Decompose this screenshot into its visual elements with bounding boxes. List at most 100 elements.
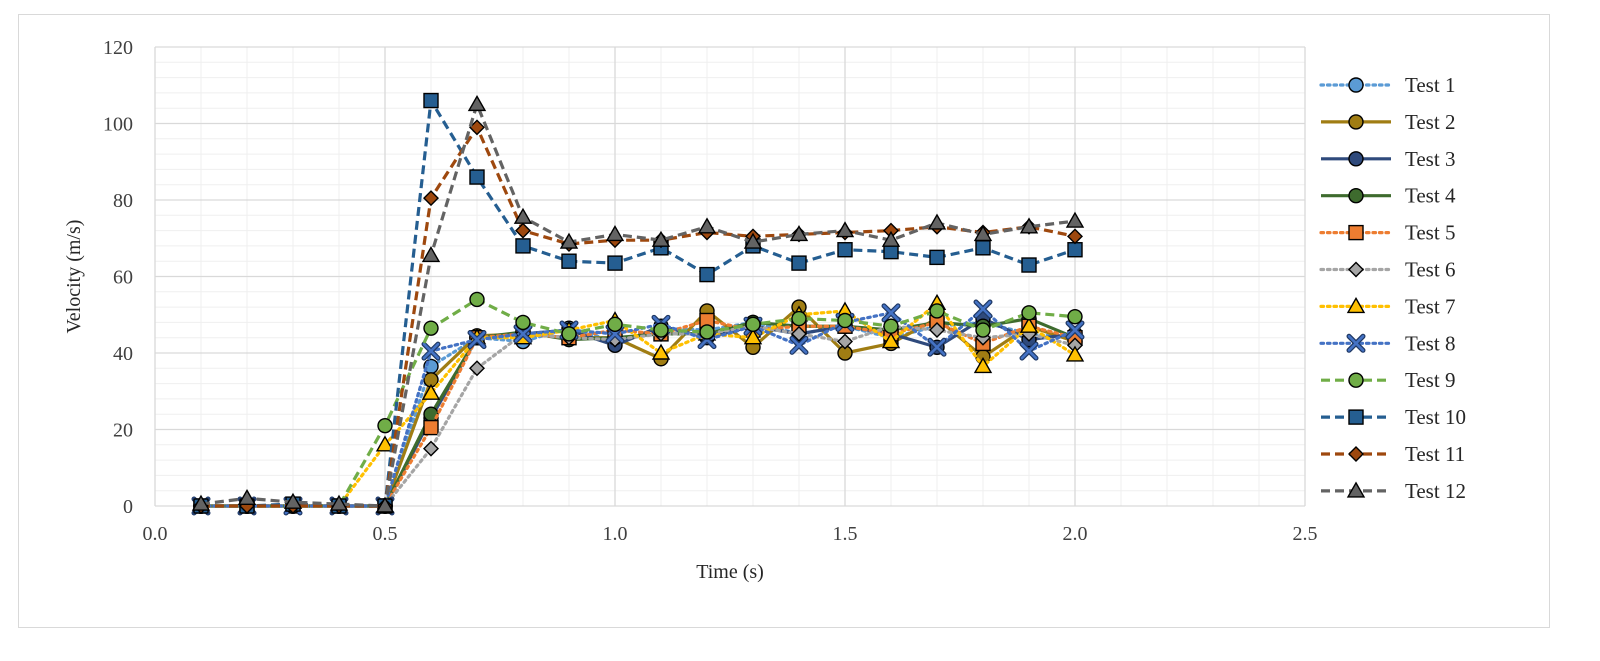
legend-label: Test 11	[1405, 442, 1465, 466]
data-point	[927, 213, 947, 230]
data-point	[697, 217, 717, 234]
marker-x-fill	[882, 304, 900, 322]
marker-x-fill	[790, 337, 808, 354]
data-point	[467, 330, 487, 350]
legend-marker	[1348, 409, 1364, 425]
data-point	[651, 230, 671, 247]
data-point	[469, 169, 485, 185]
data-point	[835, 221, 855, 238]
data-point	[745, 316, 761, 333]
legend-entry: Test 4	[1321, 184, 1456, 208]
data-point	[469, 291, 485, 308]
data-point	[929, 322, 945, 339]
data-point	[1019, 217, 1039, 234]
data-point	[1065, 345, 1085, 362]
data-point	[467, 94, 487, 112]
x-tick-label: 2.0	[1063, 523, 1088, 545]
data-point	[1067, 242, 1083, 258]
data-point	[1067, 308, 1083, 325]
x-tick-label: 1.0	[603, 523, 628, 545]
data-point	[283, 492, 303, 509]
x-tick-label: 0.5	[373, 523, 398, 545]
data-point	[515, 314, 531, 331]
series-line	[200, 102, 1076, 508]
series-5	[193, 312, 1083, 514]
data-point	[789, 225, 809, 242]
legend-entry: Test 7	[1319, 294, 1455, 318]
data-point	[423, 190, 439, 207]
data-point	[929, 303, 945, 319]
data-point	[1065, 211, 1085, 228]
data-point	[881, 303, 901, 323]
legend-entry: Test 6	[1319, 258, 1455, 282]
data-point	[423, 440, 439, 457]
data-point	[927, 337, 947, 357]
legend-entry: Test 9	[1321, 368, 1455, 392]
data-point	[789, 335, 809, 355]
data-point	[837, 242, 853, 258]
legend-marker	[1348, 261, 1364, 278]
legend-marker	[1348, 446, 1364, 462]
data-point	[837, 312, 853, 329]
y-tick-label: 0	[123, 496, 133, 518]
data-point	[973, 299, 993, 319]
legend-marker	[1348, 224, 1364, 241]
data-point	[561, 253, 577, 269]
data-point	[559, 232, 579, 249]
data-point	[653, 322, 669, 338]
data-point	[515, 238, 531, 254]
data-point	[1065, 320, 1085, 340]
data-point	[743, 328, 763, 345]
legend-label: Test 7	[1405, 294, 1455, 318]
data-point	[421, 246, 441, 263]
legend-entry: Test 2	[1321, 110, 1455, 134]
data-point	[423, 320, 439, 336]
legend-marker	[1346, 333, 1366, 353]
data-point	[881, 230, 901, 247]
legend-marker	[1348, 151, 1364, 167]
data-point	[469, 360, 485, 377]
marker-x-fill	[1020, 342, 1038, 360]
data-point	[791, 310, 807, 327]
data-point	[515, 222, 531, 239]
data-point	[1067, 228, 1083, 245]
grid	[154, 46, 1306, 507]
data-point	[837, 333, 853, 350]
data-point	[975, 322, 991, 338]
legend-marker	[1346, 481, 1366, 498]
x-tick-label: 0.0	[143, 523, 168, 545]
legend-marker	[1346, 296, 1366, 314]
chart-frame: 0 20 40 60 80 100 120 0.0 0.5 1.0 1.5 2.0 2.5 Time (…	[18, 14, 1550, 628]
data-point	[791, 255, 807, 271]
y-tick-label: 40	[113, 343, 133, 365]
marker-x-fill	[1347, 335, 1365, 352]
legend-label: Test 1	[1405, 73, 1455, 97]
marker-x-fill	[422, 342, 440, 360]
data-point	[421, 383, 441, 400]
data-point	[881, 332, 901, 349]
series	[191, 92, 1085, 516]
data-point	[561, 326, 577, 342]
data-point	[237, 488, 257, 506]
data-point	[651, 343, 671, 360]
legend-entry: Test 12	[1321, 479, 1466, 503]
data-point	[191, 494, 211, 511]
x-tick-label: 2.5	[1293, 523, 1318, 545]
data-point	[423, 419, 439, 436]
data-point	[743, 232, 763, 249]
data-point	[1021, 305, 1037, 321]
data-point	[975, 240, 991, 256]
data-point	[607, 255, 623, 271]
data-point	[607, 316, 623, 333]
data-point	[421, 341, 441, 361]
y-tick-label: 80	[113, 190, 133, 212]
data-point	[423, 92, 439, 109]
marker-x-fill	[974, 300, 992, 318]
legend: Test 1 Test 2 Test 3 Test 4 Test 5 Test 6 Test…	[1319, 73, 1466, 503]
axes: 0 20 40 60 80 100 120 0.0 0.5 1.0 1.5 2.0 2.5	[103, 37, 1318, 545]
series-3	[193, 310, 1083, 514]
legend-label: Test 2	[1405, 110, 1455, 134]
data-point	[1019, 341, 1039, 361]
data-point	[699, 324, 715, 340]
legend-label: Test 6	[1405, 258, 1455, 282]
